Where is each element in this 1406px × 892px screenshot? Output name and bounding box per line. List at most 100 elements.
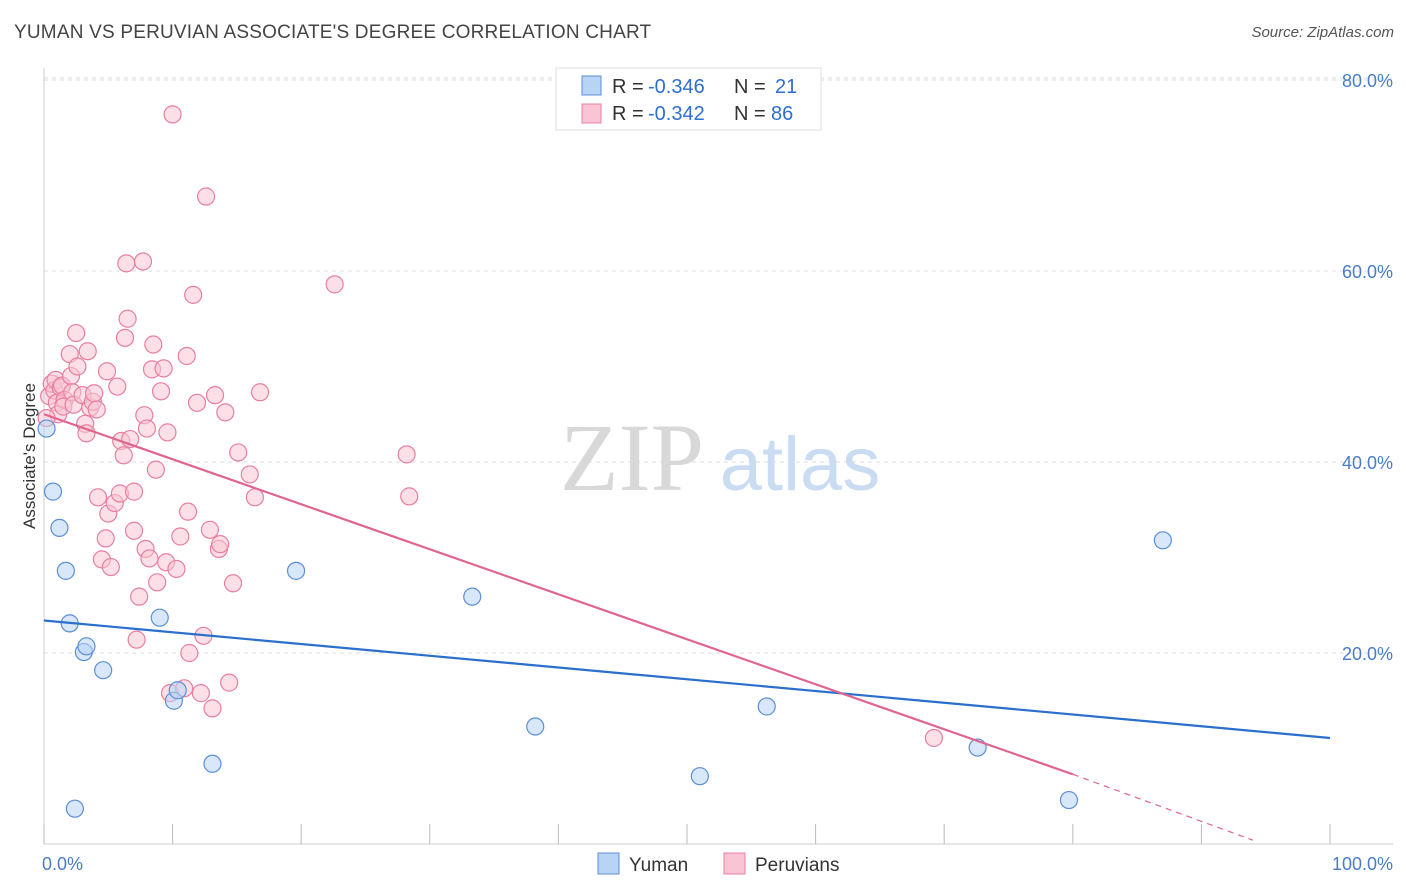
yuman-point-2 [50,518,69,537]
peruvian-point-65 [187,393,207,412]
peruvians-n-value: 86 [771,103,793,125]
peruvian-point-62 [178,502,198,521]
y-tick-label-40: 40.0% [1342,453,1393,473]
stats-legend: R = -0.346 N = 21 R = -0.342 N = 86 [555,67,822,131]
yuman-point-12 [203,754,222,773]
peruvians-swatch [581,103,602,124]
gridlines [44,77,1393,654]
peruvian-point-70 [203,699,222,718]
peruvian-point-71 [205,386,225,405]
yuman-point-13 [286,561,306,580]
peruvian-point-82 [397,445,416,464]
yuman-swatch [581,75,602,96]
tick-labels: 20.0% 40.0% 60.0% 80.0% 0.0% 100.0% [42,71,1393,874]
peruvian-point-79 [245,488,265,507]
peruvian-point-61 [177,346,196,366]
yuman-point-17 [757,697,776,716]
peruvian-point-80 [250,383,270,402]
peruvian-point-31 [108,377,127,396]
yuman-n-value: 21 [775,76,797,98]
y-tick-label-20: 20.0% [1342,644,1393,664]
peruvian-point-43 [133,252,153,271]
trend-lines [43,413,1331,841]
peruvian-point-27 [97,362,117,381]
legend-yuman-label: Yuman [629,855,688,876]
peruvian-point-15 [67,323,86,343]
watermark-atlas: atlas [720,422,881,507]
peruvian-point-49 [144,335,163,354]
peruvian-point-53 [154,359,173,378]
peruvian-point-83 [400,487,419,506]
peruvian-point-58 [167,559,186,579]
watermark-zip: ZIP [560,404,704,511]
peruvian-point-40 [124,521,144,540]
series-legend: Yuman Peruvians [597,852,840,876]
peruvian-point-76 [223,574,243,593]
yuman-trend-line [43,619,1331,740]
peruvian-point-24 [88,488,108,507]
peruvian-point-19 [78,342,97,361]
yuman-point-8 [65,799,84,818]
peruvian-point-55 [158,423,177,442]
peruvian-trend-line-extension [1072,773,1254,841]
peruvian-point-68 [196,187,216,206]
peruvian-point-63 [180,643,199,663]
axes [43,68,1393,845]
peruvian-point-34 [114,446,133,465]
peruvian-point-36 [118,309,137,328]
peruvian-point-50 [146,460,165,479]
peruvian-point-66 [191,684,210,703]
legend-peruvians-swatch [723,852,746,875]
yuman-points [37,419,1172,818]
yuman-point-9 [150,608,169,627]
legend-yuman-swatch [597,852,620,875]
peruvians-n-label: N = [734,103,766,125]
peruvian-point-46 [137,419,156,438]
peruvian-point-39 [124,482,144,501]
peruvians-r-value: -0.342 [648,103,705,125]
y-tick-label-60: 60.0% [1342,262,1393,282]
peruvian-point-22 [85,384,104,403]
peruvian-point-74 [216,403,235,422]
peruvian-point-42 [130,587,149,606]
peruvian-point-77 [229,443,248,462]
yuman-point-14 [463,587,482,606]
peruvian-point-59 [171,527,190,546]
y-axis-title: Associate's Degree [20,383,39,529]
yuman-point-1 [43,482,63,501]
peruvian-point-64 [184,285,203,304]
yuman-point-19 [1059,790,1079,810]
peruvian-point-35 [115,328,135,347]
peruvian-point-84 [924,728,944,748]
yuman-n-label: N = [734,76,766,98]
yuman-r-label: R = [612,76,644,98]
yuman-r-value: -0.346 [648,76,705,98]
peruvian-point-41 [127,630,146,649]
peruvian-point-29 [101,557,120,577]
y-tick-label-80: 80.0% [1342,71,1393,91]
yuman-point-16 [690,767,709,786]
peruvian-point-47 [140,549,159,568]
chart-title: YUMAN VS PERUVIAN ASSOCIATE'S DEGREE COR… [14,22,652,43]
peruvian-point-69 [200,520,219,539]
peruvian-trend-line [43,413,1074,776]
yuman-point-15 [526,717,545,736]
peruvian-point-14 [68,357,87,376]
peruvian-point-51 [148,573,167,592]
peruvian-point-73 [211,535,230,554]
peruvian-point-57 [163,105,182,124]
peruvian-point-37 [117,254,136,273]
yuman-point-7 [94,661,113,680]
x-tick-label-min: 0.0% [42,854,83,874]
yuman-point-6 [77,637,96,656]
legend-peruvians-label: Peruvians [755,855,840,876]
yuman-point-20 [1153,531,1172,550]
peruvian-point-18 [77,424,96,443]
yuman-point-0 [37,419,56,438]
peruvian-point-81 [325,275,344,294]
yuman-point-3 [56,561,75,580]
peruvians-r-label: R = [612,103,644,125]
x-tick-label-max: 100.0% [1332,854,1393,874]
source-label: Source: ZipAtlas.com [1251,24,1394,41]
